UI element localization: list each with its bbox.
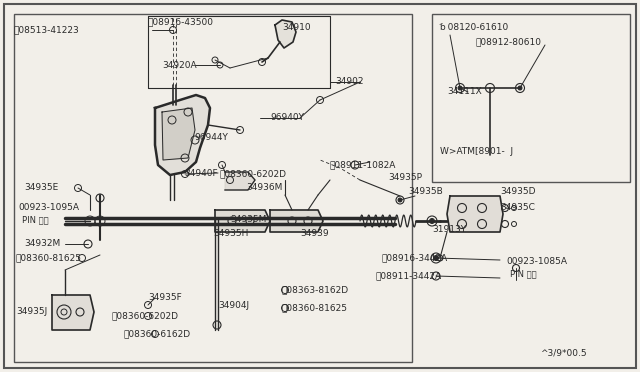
Text: Ⓝ08363-8162D: Ⓝ08363-8162D xyxy=(282,285,349,295)
Polygon shape xyxy=(215,210,270,232)
Polygon shape xyxy=(447,196,503,232)
Text: 34935D: 34935D xyxy=(500,187,536,196)
Circle shape xyxy=(518,86,522,90)
Bar xyxy=(432,14,630,182)
Text: Ⓝ08513-41223: Ⓝ08513-41223 xyxy=(14,26,80,35)
Text: W>ATM[8901-  J: W>ATM[8901- J xyxy=(440,148,513,157)
Text: Ⓜ08912-80610: Ⓜ08912-80610 xyxy=(476,38,542,46)
Text: PIN ピン: PIN ピン xyxy=(22,215,49,224)
Text: 34904J: 34904J xyxy=(218,301,249,311)
Text: 34935C: 34935C xyxy=(500,203,535,212)
Text: Ⓝ08360-6202D: Ⓝ08360-6202D xyxy=(112,311,179,321)
Text: 34935H: 34935H xyxy=(213,230,248,238)
Polygon shape xyxy=(162,108,195,160)
Polygon shape xyxy=(270,210,323,232)
Text: 34932M: 34932M xyxy=(24,240,60,248)
Text: 34935E: 34935E xyxy=(24,183,58,192)
Circle shape xyxy=(429,218,435,224)
Text: Ⓜ08911-3442A: Ⓜ08911-3442A xyxy=(376,272,442,280)
Text: 34935F: 34935F xyxy=(148,294,182,302)
Text: Ⓝ08360-81625: Ⓝ08360-81625 xyxy=(282,304,348,312)
Polygon shape xyxy=(225,172,255,190)
Text: Ⓝ08360-81625: Ⓝ08360-81625 xyxy=(16,253,82,263)
Text: 31913Y: 31913Y xyxy=(432,225,466,234)
Text: 34111X: 34111X xyxy=(447,87,482,96)
Text: Ⓞ08916-43500: Ⓞ08916-43500 xyxy=(148,17,214,26)
Text: Ⓞ08916-3442A: Ⓞ08916-3442A xyxy=(382,253,448,263)
Text: 00923-1095A: 00923-1095A xyxy=(18,203,79,212)
Polygon shape xyxy=(155,95,210,175)
Text: 34910: 34910 xyxy=(282,23,310,32)
Text: 34920A: 34920A xyxy=(162,61,196,71)
Text: 96944Y: 96944Y xyxy=(194,134,228,142)
Text: 34936M: 34936M xyxy=(246,183,282,192)
Text: 34935P: 34935P xyxy=(388,173,422,182)
Text: 96940Y: 96940Y xyxy=(270,113,304,122)
Text: 00923-1085A: 00923-1085A xyxy=(506,257,567,266)
Text: PIN ピン: PIN ピン xyxy=(510,269,536,279)
Circle shape xyxy=(458,86,462,90)
Text: 34935J: 34935J xyxy=(16,308,47,317)
Text: 34939: 34939 xyxy=(300,230,328,238)
Polygon shape xyxy=(52,295,94,330)
Text: Ⓞ08360-6202D: Ⓞ08360-6202D xyxy=(220,170,287,179)
Polygon shape xyxy=(275,20,296,48)
Text: 34940F: 34940F xyxy=(184,170,218,179)
Text: ^3/9*00.5: ^3/9*00.5 xyxy=(540,349,587,357)
Text: Ⓜ08911-1082A: Ⓜ08911-1082A xyxy=(330,160,396,170)
Text: 34935B: 34935B xyxy=(408,187,443,196)
Circle shape xyxy=(398,198,402,202)
Text: 34902: 34902 xyxy=(335,77,364,87)
Text: 34935M: 34935M xyxy=(230,215,266,224)
Text: Ⓝ08360-6162D: Ⓝ08360-6162D xyxy=(124,330,191,339)
Bar xyxy=(14,14,412,362)
Circle shape xyxy=(433,256,438,260)
Text: ␢ 08120-61610: ␢ 08120-61610 xyxy=(440,23,509,32)
